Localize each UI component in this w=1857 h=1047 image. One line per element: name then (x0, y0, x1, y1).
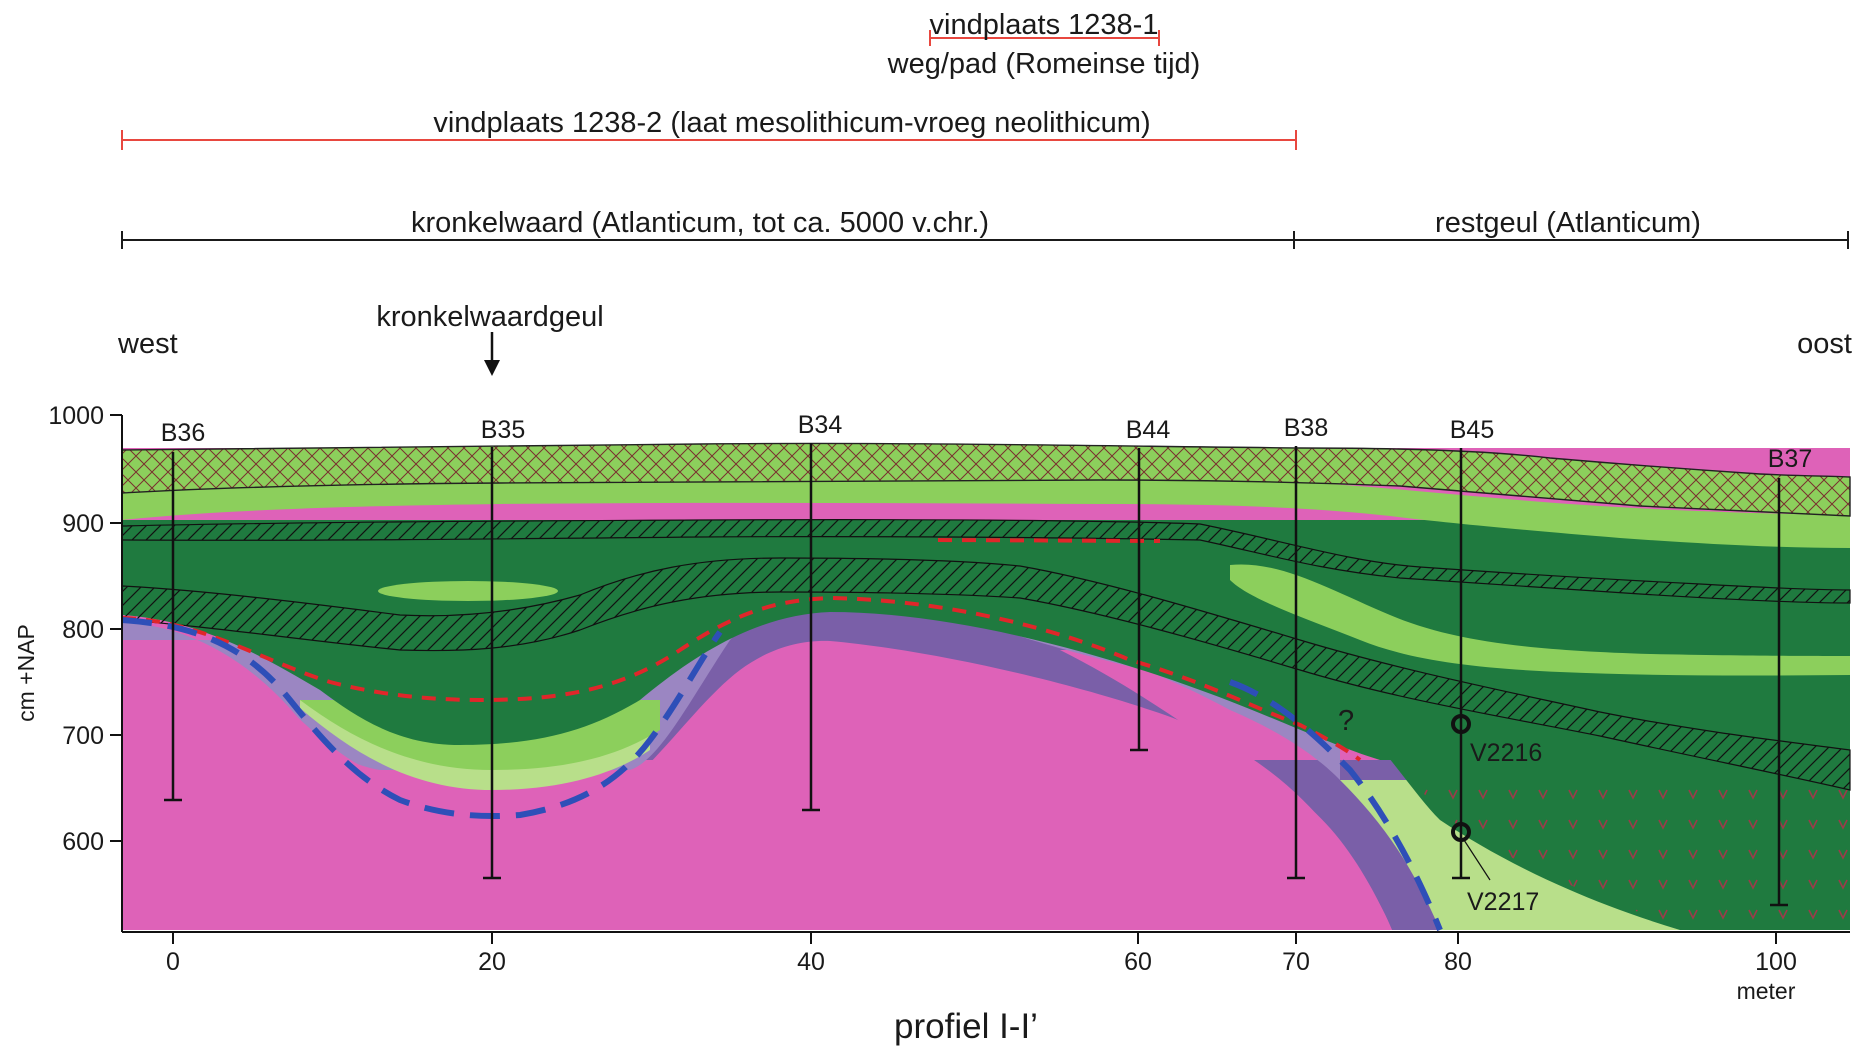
borehole-label: B45 (1450, 416, 1494, 444)
y-tick-label: 700 (62, 722, 104, 750)
x-tick-label: 70 (1282, 948, 1310, 976)
y-tick-label: 800 (62, 616, 104, 644)
blue-dashed-channel-base (122, 617, 723, 820)
range-bar-site-1238-1: vindplaats 1238-1 (929, 9, 1160, 46)
x-tick-label: 100 (1755, 948, 1797, 976)
range-bar-site-1238-2: vindplaats 1238-2 (laat mesolithicum-vro… (121, 107, 1297, 150)
light-green-band (122, 478, 1850, 548)
profile-title: profiel I-I’ (894, 1007, 1038, 1046)
profile-layers (122, 442, 1851, 932)
x-tick-label: 20 (478, 948, 506, 976)
borehole-label: B36 (161, 419, 205, 447)
roman-road-label: weg/pad (Romeinse tijd) (887, 48, 1201, 80)
site-1238-2-label: vindplaats 1238-2 (laat mesolithicum-vro… (433, 107, 1150, 139)
magenta-foreground (122, 640, 1392, 930)
red-dashed-surface (122, 595, 1362, 762)
y-axis: 1000 900 800 700 600 cm +NAP (13, 402, 123, 932)
light-green-lens (378, 581, 558, 601)
borehole-b44: B44 (1126, 416, 1171, 752)
borehole-b36: B36 (161, 419, 205, 802)
uncertain-question-mark: ? (1338, 705, 1354, 737)
restgeul-label: restgeul (Atlanticum) (1435, 207, 1701, 239)
x-tick-label: 60 (1124, 948, 1152, 976)
y-tick-label: 900 (62, 510, 104, 538)
borehole-b35: B35 (481, 416, 525, 880)
boreholes: B36 B35 B34 B44 B38 B45 (161, 411, 1812, 907)
borehole-b38: B38 (1284, 414, 1328, 880)
borehole-b45: B45 (1450, 416, 1494, 880)
borehole-b34: B34 (798, 411, 843, 812)
west-label: west (117, 328, 178, 360)
sample-label: V2217 (1467, 888, 1539, 916)
borehole-label: B34 (798, 411, 843, 439)
range-bar-restgeul: restgeul (Atlanticum) (1294, 207, 1849, 249)
x-tick-label: 80 (1444, 948, 1472, 976)
restgeul-light-green-tongue (1230, 564, 1850, 676)
y-axis-label: cm +NAP (13, 624, 39, 722)
y-tick-label: 1000 (48, 402, 104, 430)
site-1238-1-label: vindplaats 1238-1 (930, 9, 1159, 41)
kronkelwaard-label: kronkelwaard (Atlanticum, tot ca. 5000 v… (411, 207, 989, 239)
borehole-label: B37 (1768, 445, 1812, 473)
sample-label: V2216 (1470, 739, 1542, 767)
kronkelwaardgeul-arrow-icon (484, 332, 500, 376)
range-bar-kronkelwaard: kronkelwaard (Atlanticum, tot ca. 5000 v… (121, 207, 1295, 249)
sample-v2216: V2216 (1451, 714, 1542, 767)
x-tick-label: 0 (166, 948, 180, 976)
y-tick-label: 600 (62, 828, 104, 856)
red-dashed-upper (937, 538, 1161, 543)
blue-dashed-restgeul-base (1228, 679, 1443, 932)
sample-v2217: V2217 (1451, 822, 1539, 916)
upper-hatched-layer (122, 519, 1851, 604)
x-tick-label: 40 (797, 948, 825, 976)
borehole-b37: B37 (1768, 445, 1812, 907)
restgeul-vegetation-marks (1400, 770, 1850, 930)
x-axis-unit: meter (1737, 978, 1796, 1004)
east-label: oost (1797, 328, 1852, 360)
lower-hatched-layer (122, 557, 1851, 791)
kronkelwaardgeul-label: kronkelwaardgeul (376, 301, 603, 333)
borehole-label: B38 (1284, 414, 1328, 442)
x-axis: 0 20 40 60 70 80 100 meter (122, 931, 1850, 1004)
borehole-label: B44 (1126, 416, 1171, 444)
borehole-label: B35 (481, 416, 525, 444)
